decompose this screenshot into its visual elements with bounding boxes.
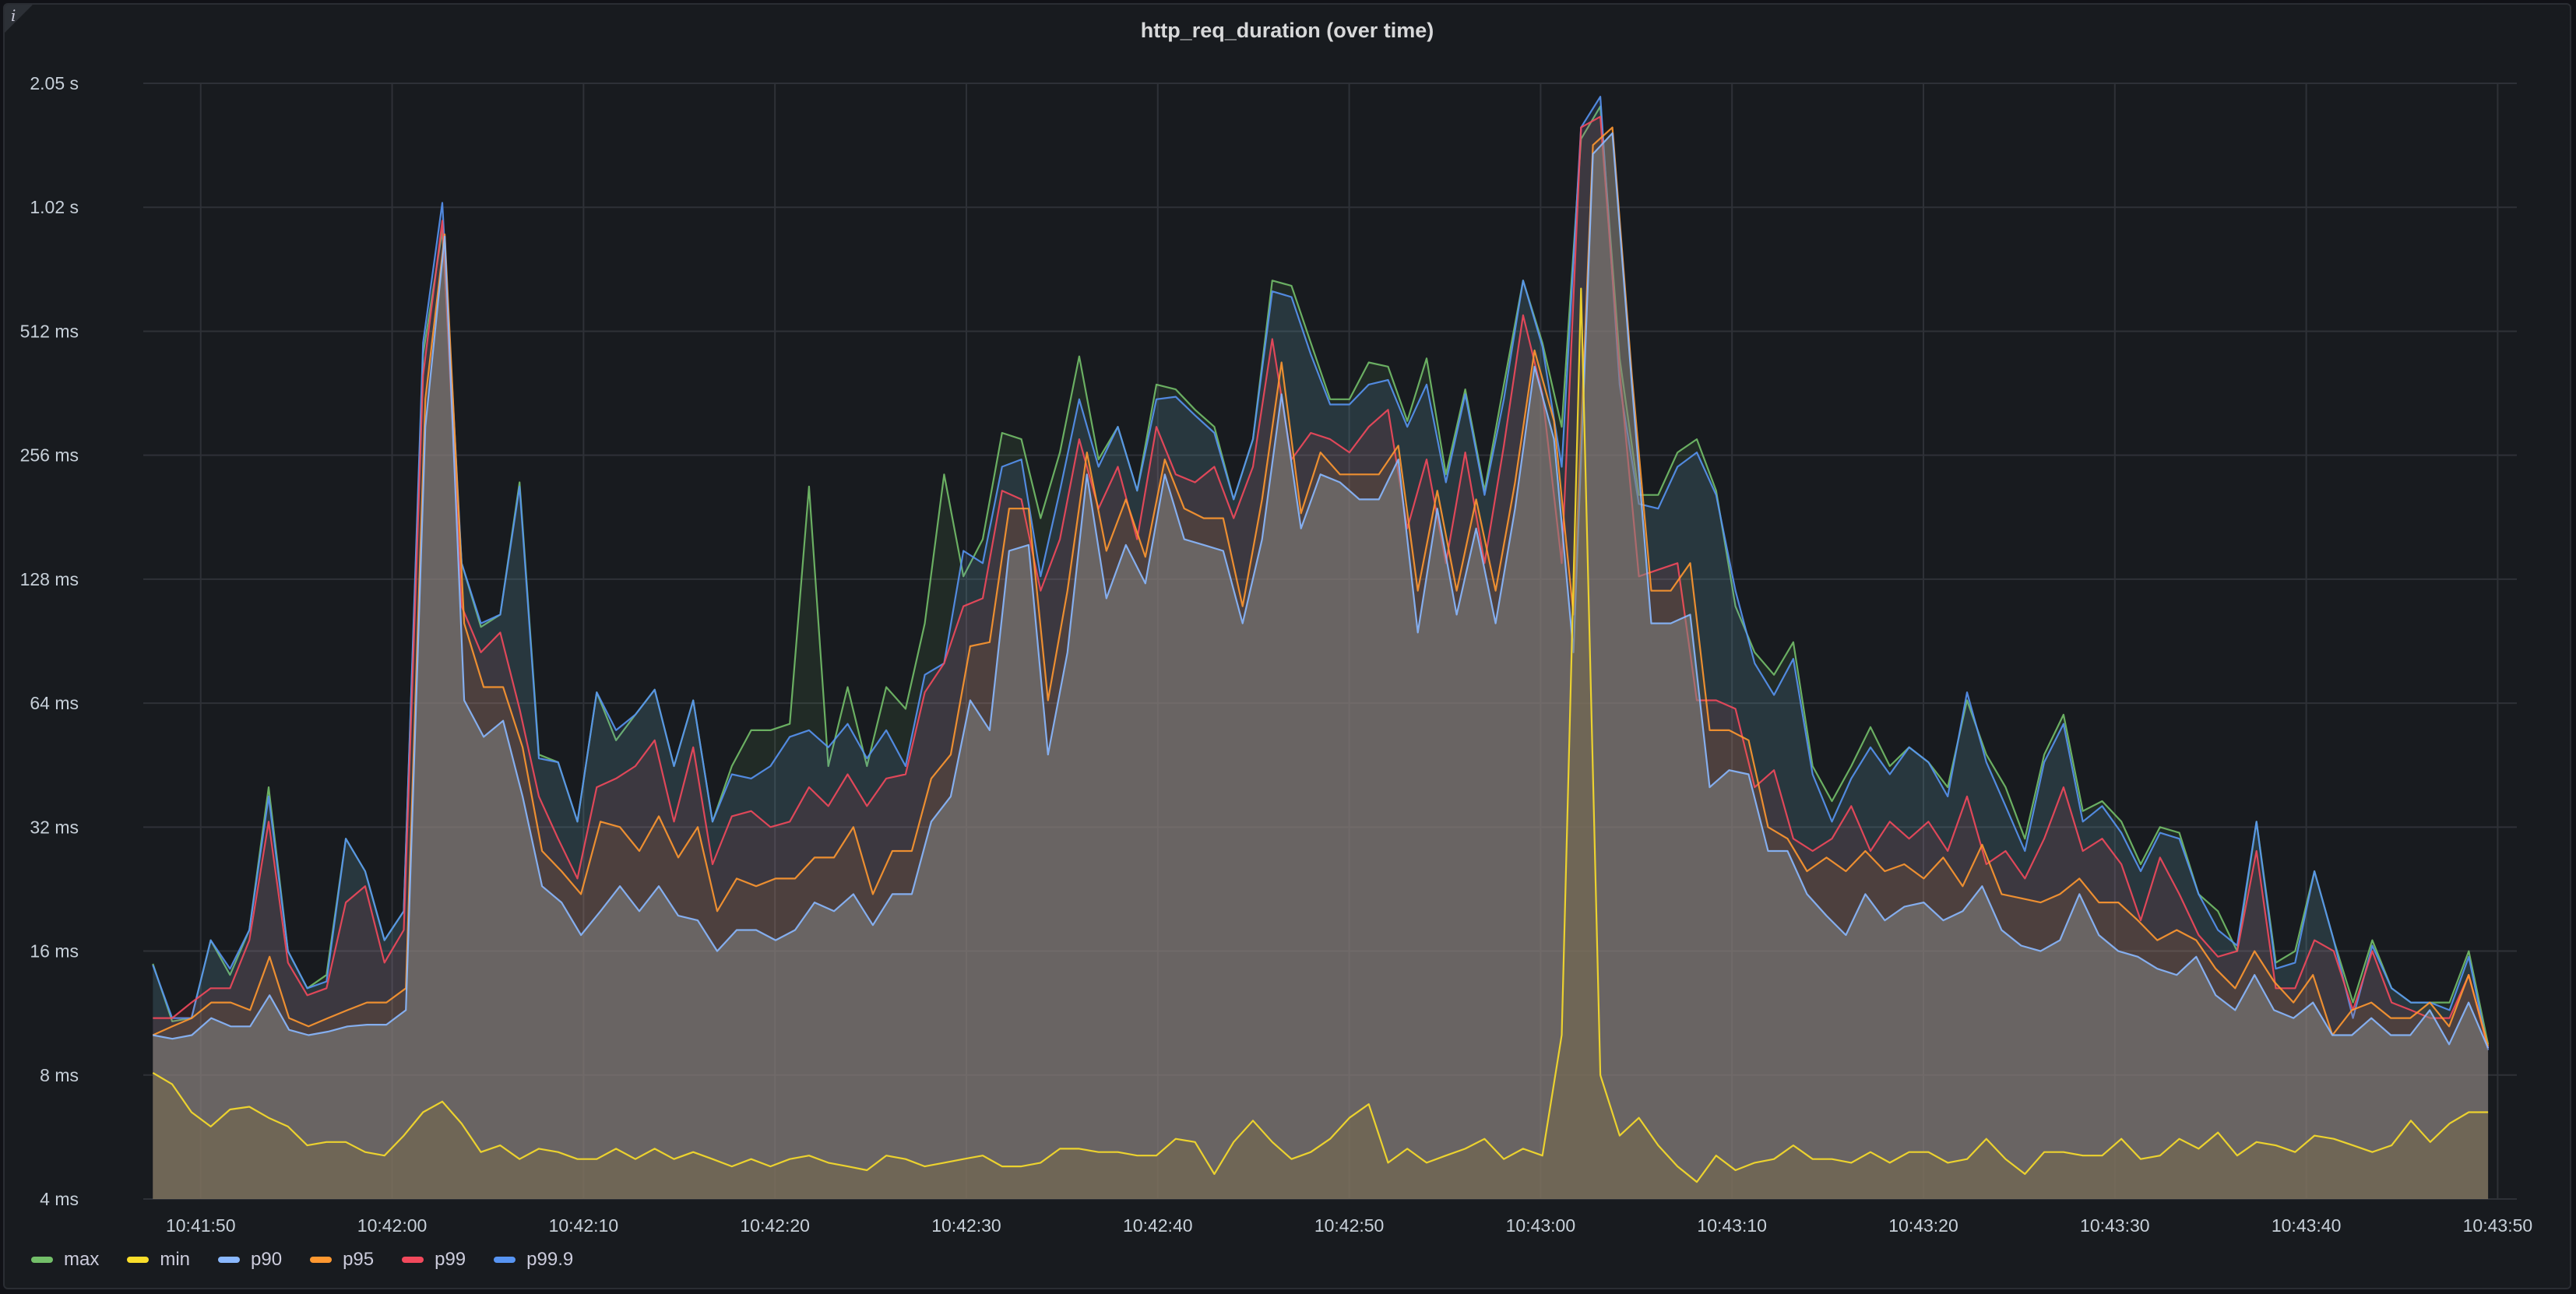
y-tick-label: 64 ms [30,693,79,713]
legend-swatch [494,1257,516,1263]
legend-label: max [64,1249,100,1270]
legend-label: p90 [251,1249,283,1270]
x-tick-label: 10:43:30 [2080,1215,2150,1236]
legend-label: min [160,1249,191,1270]
legend-swatch [310,1257,333,1263]
series-line-p99 [153,115,2490,1049]
legend-item-max[interactable]: max [31,1249,99,1271]
legend-swatch [127,1257,150,1263]
x-tick-label: 10:43:50 [2463,1215,2533,1236]
y-tick-label: 4 ms [40,1189,79,1209]
x-tick-label: 10:42:20 [740,1215,810,1236]
legend-item-p95[interactable]: p95 [310,1249,374,1271]
legend-item-min[interactable]: min [127,1249,190,1271]
chart-title: http_req_duration (over time) [1140,19,1434,42]
x-tick-label: 10:43:20 [1888,1215,1958,1236]
legend-label: p99.9 [526,1249,574,1270]
y-tick-label: 1.02 s [30,197,79,217]
x-tick-label: 10:42:40 [1123,1215,1193,1236]
series-line-p99-9 [152,96,2490,1050]
x-tick-label: 10:43:00 [1506,1215,1576,1236]
legend: max min p90 p95 p99 p99.9 [31,1249,573,1271]
x-tick-label: 10:43:40 [2272,1215,2342,1236]
legend-label: p99 [435,1249,466,1270]
x-tick-label: 10:42:00 [357,1215,428,1236]
y-tick-label: 256 ms [20,445,79,466]
legend-swatch [218,1257,241,1263]
series-line-max [152,105,2490,1045]
chart-svg: 4 ms 8 ms 16 ms 32 ms 64 ms 128 ms 256 ms 512 m… [20,73,2533,1236]
series-line-min [152,287,2489,1183]
x-tick-label: 10:41:50 [166,1215,236,1236]
y-tick-label: 2.05 s [30,73,79,93]
series-line-p90 [153,132,2490,1049]
chart-panel: i http_req_duration (over time) 4 ms 8 ms… [3,3,2571,1289]
legend-item-p99-9[interactable]: p99.9 [494,1249,573,1271]
x-tick-label: 10:42:50 [1314,1215,1385,1236]
legend-swatch [31,1257,53,1263]
x-tick-label: 10:43:10 [1697,1215,1767,1236]
y-tick-label: 32 ms [30,817,79,837]
legend-label: p95 [343,1249,375,1270]
y-tick-label: 512 ms [20,321,79,341]
legend-item-p99[interactable]: p99 [402,1249,466,1271]
y-tick-label: 128 ms [20,569,79,589]
y-tick-label: 16 ms [30,941,79,962]
y-tick-label: 8 ms [40,1065,79,1085]
series-line-p95 [152,126,2490,1046]
series-area-p90 [153,133,2489,1199]
x-tick-label: 10:42:30 [931,1215,1001,1236]
legend-item-p90[interactable]: p90 [218,1249,282,1271]
x-tick-label: 10:42:10 [549,1215,619,1236]
legend-swatch [402,1257,424,1263]
